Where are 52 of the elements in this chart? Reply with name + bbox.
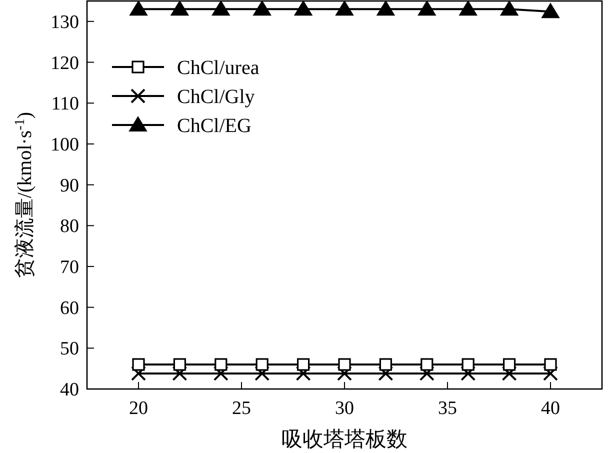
point [294,0,312,16]
y-tick-label: 130 [50,12,79,33]
x-tick-label: 25 [232,398,251,419]
point [543,366,558,381]
y-tick-label: 80 [60,216,79,238]
point [544,358,557,371]
y-tick-label: 40 [60,380,79,400]
point [297,358,310,371]
y-tick-label: 60 [60,298,79,319]
point [338,358,351,371]
point [419,366,434,381]
point [130,0,148,16]
point [172,366,188,381]
point [460,366,476,381]
point [336,0,354,16]
point [256,358,268,371]
point [214,358,228,371]
y-tick-label: 70 [60,256,79,278]
point [459,0,478,16]
y-tick-label: 90 [60,175,79,196]
legend-label: ChCl/EG [177,115,252,137]
point [503,358,516,371]
point [418,0,436,16]
point [376,0,395,16]
point [337,366,352,381]
point [132,358,145,371]
point [296,366,311,381]
x-tick-label: 20 [129,398,148,419]
x-axis-title: 吸收塔塔板数 [282,427,408,451]
x-tick-label: 35 [438,398,457,419]
point [420,358,434,371]
point [500,0,518,16]
y-tick-label: 50 [60,338,79,360]
point [542,3,560,18]
y-tick-label: 120 [50,52,79,74]
x-tick-label: 40 [541,398,560,419]
point [502,366,517,381]
point [131,366,146,381]
y-tick-label: 100 [50,134,79,156]
point [173,358,186,371]
y-tick-label: 110 [51,94,79,115]
x-tick-label: 30 [335,398,354,419]
legend-label: ChCl/Gly [177,86,255,108]
point [254,366,270,381]
point [253,0,272,16]
point [170,0,189,16]
point [378,366,394,381]
legend-label: ChCl/urea [177,57,260,79]
point [462,358,474,371]
point [379,358,392,371]
point [213,366,228,381]
point [212,0,230,16]
